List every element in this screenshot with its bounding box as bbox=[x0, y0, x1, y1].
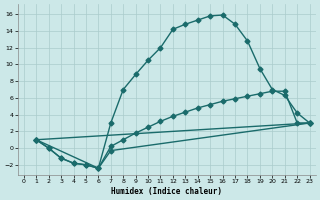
X-axis label: Humidex (Indice chaleur): Humidex (Indice chaleur) bbox=[111, 187, 222, 196]
